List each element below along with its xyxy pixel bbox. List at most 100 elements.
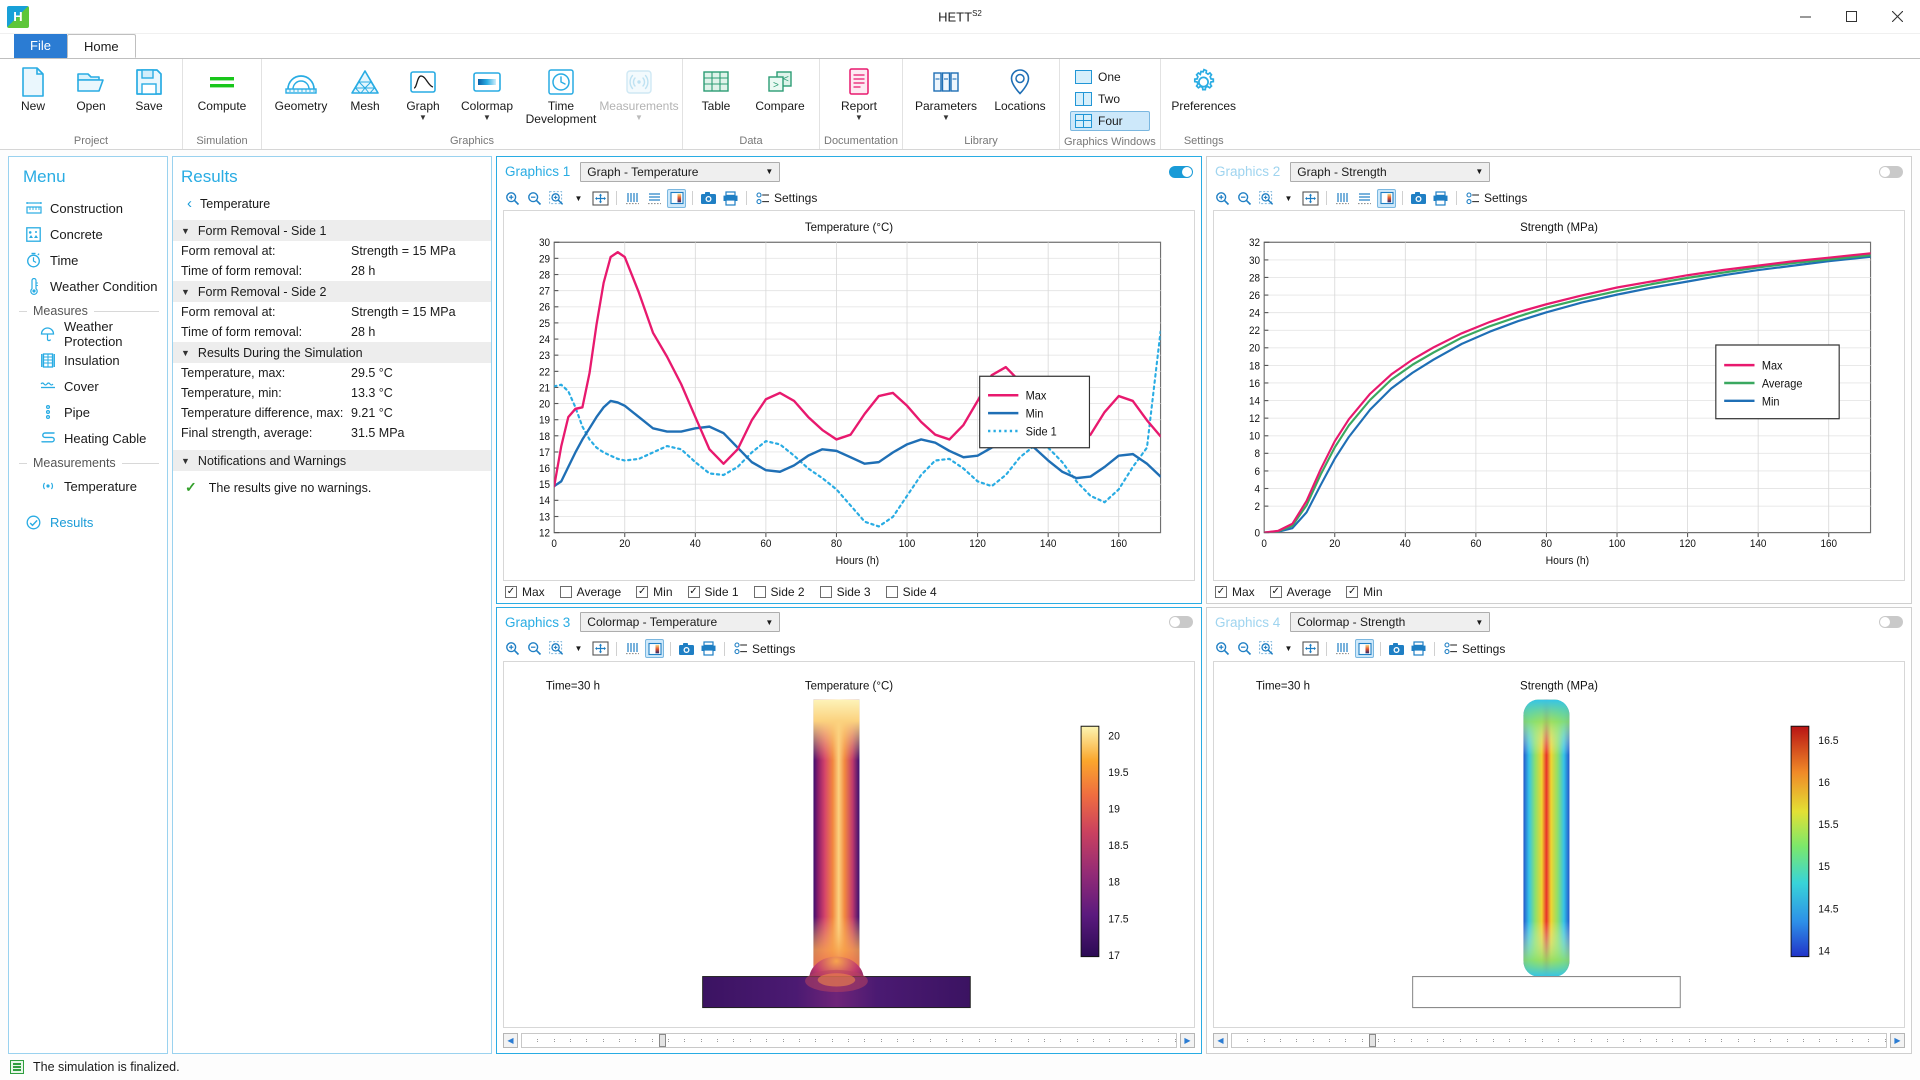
fit-to-window-icon[interactable] xyxy=(591,189,610,208)
colorbar-icon[interactable] xyxy=(645,639,664,658)
geometry-button[interactable]: Geometry xyxy=(266,62,336,113)
report-button[interactable]: Report ▼ xyxy=(824,62,894,122)
camera-icon[interactable] xyxy=(677,639,696,658)
open-button[interactable]: Open xyxy=(62,62,120,113)
vertical-grid-icon[interactable] xyxy=(623,189,642,208)
menu-item-temperature[interactable]: Temperature xyxy=(9,473,167,499)
table-button[interactable]: Table xyxy=(687,62,745,113)
zoom-chevron-down-icon[interactable]: ▼ xyxy=(1284,644,1293,653)
checkbox-min[interactable]: ✓ Min xyxy=(1346,585,1383,599)
menu-item-insulation[interactable]: Insulation xyxy=(9,347,167,373)
checkbox-side-1[interactable]: ✓ Side 1 xyxy=(687,585,739,599)
zoom-out-icon[interactable] xyxy=(1235,189,1254,208)
zoom-out-icon[interactable] xyxy=(1235,639,1254,658)
zoom-region-icon[interactable] xyxy=(1257,639,1276,658)
zoom-in-icon[interactable] xyxy=(503,639,522,658)
print-icon[interactable] xyxy=(699,639,718,658)
menu-item-pipe[interactable]: Pipe xyxy=(9,399,167,425)
zoom-region-icon[interactable] xyxy=(547,639,566,658)
menu-item-heating-cable[interactable]: Heating Cable xyxy=(9,425,167,451)
results-section-header[interactable]: ▼ Form Removal - Side 2 xyxy=(173,281,491,302)
graphics-1-toggle[interactable] xyxy=(1169,165,1193,178)
layout-one-button[interactable]: One xyxy=(1070,67,1150,87)
timeline-next-button[interactable]: ▶ xyxy=(1890,1032,1905,1048)
camera-icon[interactable] xyxy=(699,189,718,208)
colorbar-icon[interactable] xyxy=(667,188,686,208)
results-back-button[interactable]: ‹ Temperature xyxy=(173,193,491,220)
compare-button[interactable]: > < Compare xyxy=(745,62,815,113)
graphics-1-plot[interactable]: Temperature (°C) xyxy=(503,210,1195,581)
save-button[interactable]: Save xyxy=(120,62,178,113)
zoom-chevron-down-icon[interactable]: ▼ xyxy=(574,193,583,203)
time-development-button[interactable]: Time Development xyxy=(522,62,600,126)
menu-item-weather-protection[interactable]: Weather Protection xyxy=(9,319,167,349)
compute-button[interactable]: Compute xyxy=(187,62,257,113)
vertical-grid-icon[interactable] xyxy=(1333,189,1352,208)
menu-item-concrete[interactable]: Concrete xyxy=(9,221,167,247)
zoom-in-icon[interactable] xyxy=(1213,639,1232,658)
zoom-out-icon[interactable] xyxy=(525,189,544,208)
timeline-track[interactable] xyxy=(1231,1032,1887,1048)
minimize-button[interactable] xyxy=(1782,0,1828,34)
graphics-3-settings-button[interactable]: Settings xyxy=(733,642,795,656)
menu-item-weather-condition[interactable]: Weather Condition xyxy=(9,273,167,299)
graph-button[interactable]: Graph ▼ xyxy=(394,62,452,122)
timeline-thumb[interactable] xyxy=(1369,1033,1377,1047)
graphics-2-view-select[interactable]: Graph - Strength ▼ xyxy=(1290,161,1491,182)
graphics-4-colormap[interactable]: Time=30 h Strength (MPa) xyxy=(1213,660,1905,1028)
print-icon[interactable] xyxy=(721,189,740,208)
close-button[interactable] xyxy=(1874,0,1920,34)
graphics-3-view-select[interactable]: Colormap - Temperature ▼ xyxy=(580,612,781,632)
horizontal-grid-icon[interactable] xyxy=(1355,189,1374,208)
vertical-grid-icon[interactable] xyxy=(623,639,642,658)
locations-button[interactable]: Locations xyxy=(985,62,1055,113)
graphics-4-toggle[interactable] xyxy=(1879,616,1903,628)
vertical-grid-icon[interactable] xyxy=(1333,639,1352,658)
colormap-chevron-down-icon[interactable]: ▼ xyxy=(483,113,491,122)
tab-file[interactable]: File xyxy=(14,34,67,58)
new-button[interactable]: New xyxy=(4,62,62,113)
graph-chevron-down-icon[interactable]: ▼ xyxy=(419,113,427,122)
zoom-chevron-down-icon[interactable]: ▼ xyxy=(1284,193,1293,203)
timeline-thumb[interactable] xyxy=(659,1033,667,1047)
parameters-chevron-down-icon[interactable]: ▼ xyxy=(942,113,950,122)
menu-item-time[interactable]: Time xyxy=(9,247,167,273)
results-section-header[interactable]: ▼ Results During the Simulation xyxy=(173,342,491,363)
colorbar-icon[interactable] xyxy=(1377,188,1396,208)
graphics-2-toggle[interactable] xyxy=(1879,165,1903,178)
graphics-3-timeline[interactable]: ◀ ▶ xyxy=(503,1031,1195,1049)
graphics-1-settings-button[interactable]: Settings xyxy=(755,191,817,205)
menu-item-results[interactable]: Results xyxy=(9,509,167,535)
layout-four-button[interactable]: Four xyxy=(1070,111,1150,131)
timeline-prev-button[interactable]: ◀ xyxy=(503,1032,518,1048)
fit-to-window-icon[interactable] xyxy=(591,639,610,658)
maximize-button[interactable] xyxy=(1828,0,1874,34)
graphics-4-view-select[interactable]: Colormap - Strength ▼ xyxy=(1290,612,1491,632)
colorbar-icon[interactable] xyxy=(1355,639,1374,658)
graphics-4-settings-button[interactable]: Settings xyxy=(1443,642,1505,656)
checkbox-average[interactable]: Average xyxy=(559,585,621,599)
camera-icon[interactable] xyxy=(1409,189,1428,208)
report-chevron-down-icon[interactable]: ▼ xyxy=(855,113,863,122)
checkbox-average[interactable]: ✓ Average xyxy=(1269,585,1331,599)
menu-item-construction[interactable]: Construction xyxy=(9,195,167,221)
menu-item-cover[interactable]: Cover xyxy=(9,373,167,399)
graphics-2-plot[interactable]: Strength (MPa) xyxy=(1213,210,1905,581)
parameters-button[interactable]: Parameters ▼ xyxy=(907,62,985,122)
checkbox-max[interactable]: ✓ Max xyxy=(505,585,545,599)
mesh-button[interactable]: Mesh xyxy=(336,62,394,113)
zoom-out-icon[interactable] xyxy=(525,639,544,658)
camera-icon[interactable] xyxy=(1387,639,1406,658)
print-icon[interactable] xyxy=(1409,639,1428,658)
zoom-region-icon[interactable] xyxy=(1257,189,1276,208)
horizontal-grid-icon[interactable] xyxy=(645,189,664,208)
timeline-next-button[interactable]: ▶ xyxy=(1180,1032,1195,1048)
fit-to-window-icon[interactable] xyxy=(1301,639,1320,658)
colormap-button[interactable]: Colormap ▼ xyxy=(452,62,522,122)
checkbox-side-4[interactable]: Side 4 xyxy=(885,585,937,599)
graphics-1-view-select[interactable]: Graph - Temperature ▼ xyxy=(580,161,781,182)
measurements-button[interactable]: Measurements ▼ xyxy=(599,62,679,122)
results-section-header[interactable]: ▼ Form Removal - Side 1 xyxy=(173,220,491,241)
graphics-4-timeline[interactable]: ◀ ▶ xyxy=(1213,1031,1905,1049)
timeline-prev-button[interactable]: ◀ xyxy=(1213,1032,1228,1048)
